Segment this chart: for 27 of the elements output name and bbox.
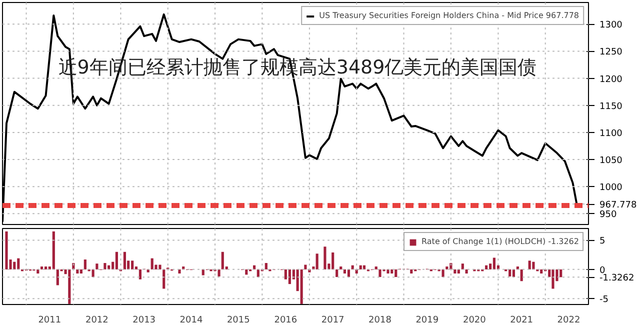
y-tick-label: 1200 xyxy=(600,74,623,85)
y-tick-label: 1050 xyxy=(600,156,623,166)
y-tick-label: 5 xyxy=(600,236,606,247)
x-tick-label: 2017 xyxy=(321,316,344,326)
x-tick-label: 2013 xyxy=(132,316,156,326)
x-tick-label: 2015 xyxy=(226,316,250,326)
y-tick-label: 967.778 xyxy=(600,200,637,211)
x-tick-label: 2020 xyxy=(462,316,486,326)
y-tick-label: 1100 xyxy=(600,128,623,139)
x-tick-label: 2014 xyxy=(180,316,203,326)
x-tick-label: 2018 xyxy=(368,316,392,326)
x-tick-label: 2012 xyxy=(85,316,108,326)
legend-label: US Treasury Securities Foreign Holders China - Mid Price 967.778 xyxy=(319,11,579,20)
x-tick-label: 2021 xyxy=(510,316,534,326)
legend-label: Rate of Change 1(1) (HOLDCH) -1.3262 xyxy=(422,237,579,246)
y-tick-label: 1300 xyxy=(600,20,623,31)
y-tick-label: -1.3262 xyxy=(600,274,634,284)
y-tick-label: 1150 xyxy=(600,102,623,112)
y-tick-label: 950 xyxy=(600,210,617,220)
y-tick-label: 0 xyxy=(600,266,606,276)
y-tick-label: -5 xyxy=(600,295,608,306)
x-tick-label: 2019 xyxy=(416,316,439,326)
x-tick-label: 2016 xyxy=(274,316,298,326)
y-tick-label: 1000 xyxy=(600,183,623,194)
x-tick-label: 2022 xyxy=(557,316,580,326)
y-tick-label: 1250 xyxy=(600,48,623,58)
x-tick-label: 2011 xyxy=(38,316,62,326)
